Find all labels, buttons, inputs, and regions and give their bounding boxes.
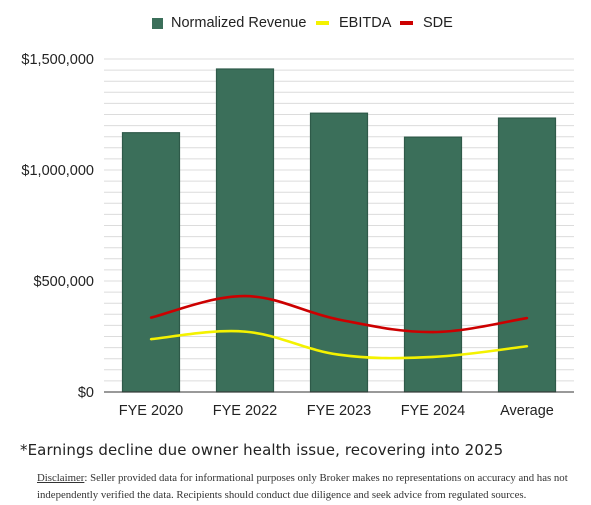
y-tick-label: $500,000 bbox=[34, 274, 94, 290]
legend-item-sde: SDE bbox=[400, 15, 453, 31]
footnote: *Earnings decline due owner health issue… bbox=[20, 441, 504, 459]
legend-swatch-ebitda bbox=[316, 21, 329, 25]
chart-legend: Normalized Revenue EBITDA SDE bbox=[0, 15, 591, 39]
y-tick-label: $0 bbox=[78, 385, 94, 401]
legend-label-normalized-revenue: Normalized Revenue bbox=[171, 15, 307, 31]
line-point-1-1 bbox=[243, 330, 247, 333]
legend-swatch-normalized-revenue bbox=[152, 17, 163, 29]
line-point-2-0 bbox=[149, 316, 153, 319]
x-tick-label: Average bbox=[500, 403, 554, 419]
line-point-1-0 bbox=[149, 337, 153, 341]
legend-item-ebitda: EBITDA bbox=[316, 15, 391, 31]
x-tick-label: FYE 2023 bbox=[307, 403, 372, 419]
x-tick-label: FYE 2022 bbox=[213, 403, 278, 419]
y-tick-label: $1,000,000 bbox=[21, 163, 94, 179]
line-point-2-1 bbox=[243, 294, 247, 298]
line-point-2-3 bbox=[431, 330, 435, 334]
disclaimer-label: Disclaimer bbox=[37, 472, 85, 484]
y-tick-label: $1,500,000 bbox=[21, 52, 94, 68]
legend-label-sde: SDE bbox=[423, 15, 453, 31]
disclaimer: Disclaimer: Seller provided data for inf… bbox=[37, 470, 577, 504]
bar-0-3 bbox=[403, 136, 463, 393]
bar-0-2 bbox=[309, 112, 369, 393]
legend-item-normalized-revenue: Normalized Revenue bbox=[152, 15, 306, 31]
legend-label-ebitda: EBITDA bbox=[339, 15, 392, 31]
line-point-1-4 bbox=[525, 345, 529, 348]
line-point-2-2 bbox=[337, 318, 341, 321]
line-point-1-3 bbox=[431, 355, 435, 359]
line-point-2-4 bbox=[525, 316, 529, 320]
bar-0-0 bbox=[121, 132, 181, 393]
line-point-1-2 bbox=[337, 353, 341, 356]
bar-0-1 bbox=[215, 68, 275, 393]
revenue-earnings-chart: $0 $500,000 $1,000,000 $1,500,000 FYE 2020 FY… bbox=[21, 52, 574, 419]
bar-0-4 bbox=[497, 117, 557, 393]
legend-swatch-sde bbox=[400, 21, 413, 25]
x-tick-label: FYE 2020 bbox=[119, 403, 184, 419]
x-tick-label: FYE 2024 bbox=[401, 403, 466, 419]
disclaimer-text: : Seller provided data for informational… bbox=[37, 472, 568, 501]
